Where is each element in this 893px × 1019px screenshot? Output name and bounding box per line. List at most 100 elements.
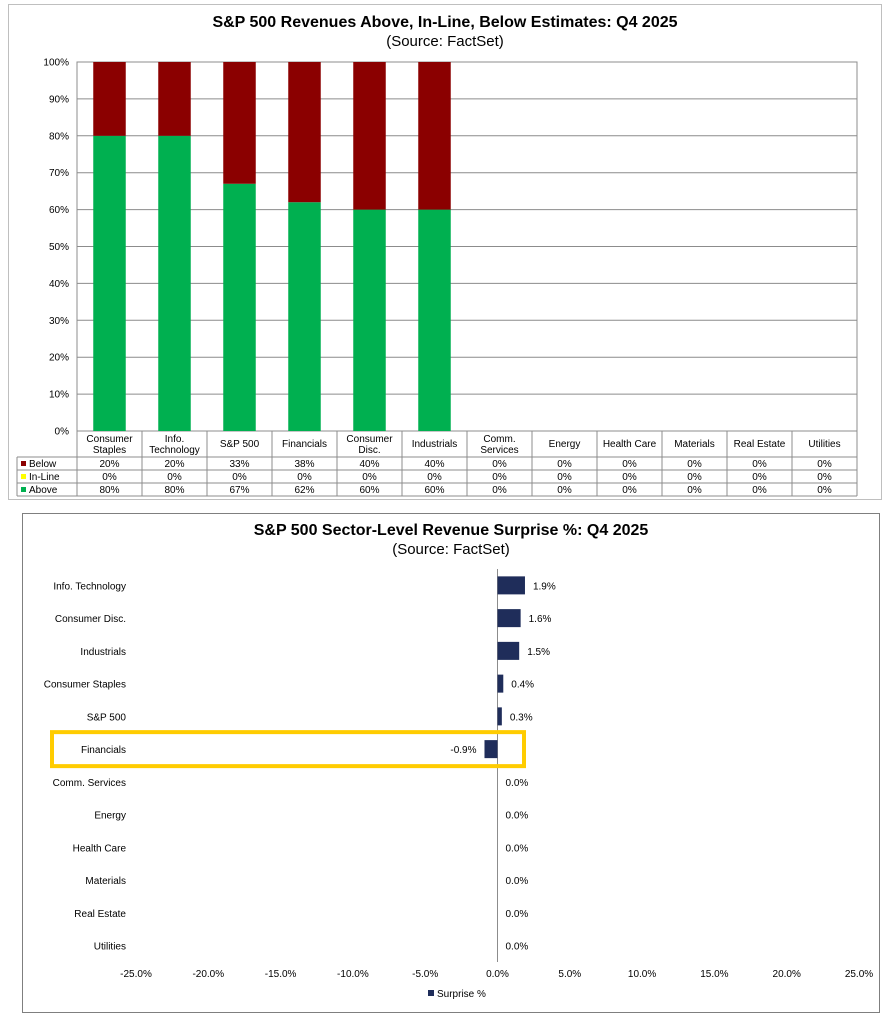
x-category-label: Energy <box>549 439 581 450</box>
x-category-label: Staples <box>93 445 126 456</box>
bar-below <box>418 62 451 210</box>
bar-surprise <box>497 609 521 628</box>
data-label: -0.9% <box>450 745 476 756</box>
stacked-bar-chart-panel: S&P 500 Revenues Above, In-Line, Below E… <box>8 4 882 500</box>
x-tick-label: -25.0% <box>120 969 152 980</box>
table-cell-value: 67% <box>229 485 249 496</box>
y-tick-label: 0% <box>55 427 70 438</box>
bar-above <box>418 209 451 431</box>
chart-subtitle: (Source: FactSet) <box>392 541 510 558</box>
x-tick-label: 20.0% <box>773 969 801 980</box>
x-tick-label: -20.0% <box>192 969 224 980</box>
table-cell-value: 0% <box>817 459 832 470</box>
y-tick-label: 90% <box>49 94 69 105</box>
x-tick-label: -15.0% <box>265 969 297 980</box>
bar-above <box>288 202 321 431</box>
x-category-label: Disc. <box>358 445 380 456</box>
data-label: 0.3% <box>510 712 533 723</box>
y-tick-label: 70% <box>49 168 69 179</box>
horizontal-bar-chart: S&P 500 Sector-Level Revenue Surprise %:… <box>44 522 874 1000</box>
table-cell-value: 0% <box>687 459 702 470</box>
x-category-label: Services <box>480 445 518 456</box>
x-tick-label: 25.0% <box>845 969 873 980</box>
table-cell-value: 0% <box>492 485 507 496</box>
y-category-label: Energy <box>94 811 126 822</box>
data-label: 1.9% <box>533 581 556 592</box>
table-cell-value: 0% <box>557 485 572 496</box>
table-cell-value: 0% <box>622 472 637 483</box>
x-tick-label: 15.0% <box>700 969 728 980</box>
legend-swatch <box>21 461 26 466</box>
y-category-label: Real Estate <box>74 909 126 920</box>
horizontal-bar-chart-panel: S&P 500 Sector-Level Revenue Surprise %:… <box>22 513 880 1013</box>
x-category-label: Health Care <box>603 439 657 450</box>
table-cell-value: 20% <box>99 459 119 470</box>
y-tick-label: 20% <box>49 353 69 364</box>
table-cell-value: 80% <box>164 485 184 496</box>
data-label: 0.0% <box>506 909 529 920</box>
table-cell-value: 0% <box>427 472 442 483</box>
x-category-label: S&P 500 <box>220 439 260 450</box>
table-cell-value: 0% <box>622 459 637 470</box>
table-cell-value: 0% <box>557 472 572 483</box>
table-cell-value: 0% <box>167 472 182 483</box>
table-cell-value: 40% <box>359 459 379 470</box>
bar-above <box>93 135 126 432</box>
x-tick-label: 0.0% <box>486 969 509 980</box>
table-cell-value: 33% <box>229 459 249 470</box>
x-tick-label: -5.0% <box>412 969 438 980</box>
y-category-label: Info. Technology <box>53 581 126 592</box>
y-tick-label: 80% <box>49 131 69 142</box>
legend-label: Below <box>29 459 57 470</box>
x-category-label: Materials <box>674 439 715 450</box>
y-category-label: S&P 500 <box>87 712 127 723</box>
data-label: 0.0% <box>506 876 529 887</box>
bar-above <box>223 183 256 431</box>
y-category-label: Consumer Disc. <box>55 614 126 625</box>
bar-surprise <box>497 576 525 595</box>
table-cell-value: 0% <box>297 472 312 483</box>
table-cell-value: 0% <box>492 459 507 470</box>
chart-title: S&P 500 Sector-Level Revenue Surprise %:… <box>254 522 649 539</box>
bar-below <box>353 62 386 210</box>
table-cell-value: 0% <box>232 472 247 483</box>
table-cell-value: 0% <box>622 485 637 496</box>
table-cell-value: 60% <box>424 485 444 496</box>
y-tick-label: 60% <box>49 205 69 216</box>
highlight-box <box>50 730 526 769</box>
table-cell-value: 38% <box>294 459 314 470</box>
y-category-label: Utilities <box>94 942 126 953</box>
table-cell-value: 0% <box>492 472 507 483</box>
bar-surprise <box>497 674 504 693</box>
data-label: 1.5% <box>527 647 550 658</box>
y-tick-label: 100% <box>43 58 69 69</box>
table-cell-value: 0% <box>752 459 767 470</box>
bar-above <box>158 135 191 432</box>
y-category-label: Consumer Staples <box>44 680 126 691</box>
data-label: 0.0% <box>506 778 529 789</box>
legend-label: Above <box>29 485 58 496</box>
table-cell-value: 0% <box>687 472 702 483</box>
table-cell-value: 0% <box>817 472 832 483</box>
data-label: 0.0% <box>506 843 529 854</box>
table-cell-value: 80% <box>99 485 119 496</box>
y-tick-label: 10% <box>49 390 69 401</box>
legend-label: In-Line <box>29 472 60 483</box>
table-cell-value: 0% <box>557 459 572 470</box>
data-label: 0.0% <box>506 942 529 953</box>
legend-swatch <box>21 487 26 492</box>
chart-subtitle: (Source: FactSet) <box>386 33 504 50</box>
bar-surprise <box>484 740 498 759</box>
bar-below <box>288 62 321 203</box>
x-category-label: Utilities <box>808 439 840 450</box>
data-label: 0.4% <box>511 680 534 691</box>
y-category-label: Comm. Services <box>53 778 126 789</box>
x-category-label: Info. <box>165 434 184 445</box>
stacked-bar-chart: S&P 500 Revenues Above, In-Line, Below E… <box>16 14 858 497</box>
y-category-label: Health Care <box>73 843 127 854</box>
x-category-label: Real Estate <box>734 439 786 450</box>
table-cell-value: 0% <box>817 485 832 496</box>
table-cell-value: 20% <box>164 459 184 470</box>
bar-above <box>353 209 386 431</box>
x-category-label: Comm. <box>483 434 515 445</box>
